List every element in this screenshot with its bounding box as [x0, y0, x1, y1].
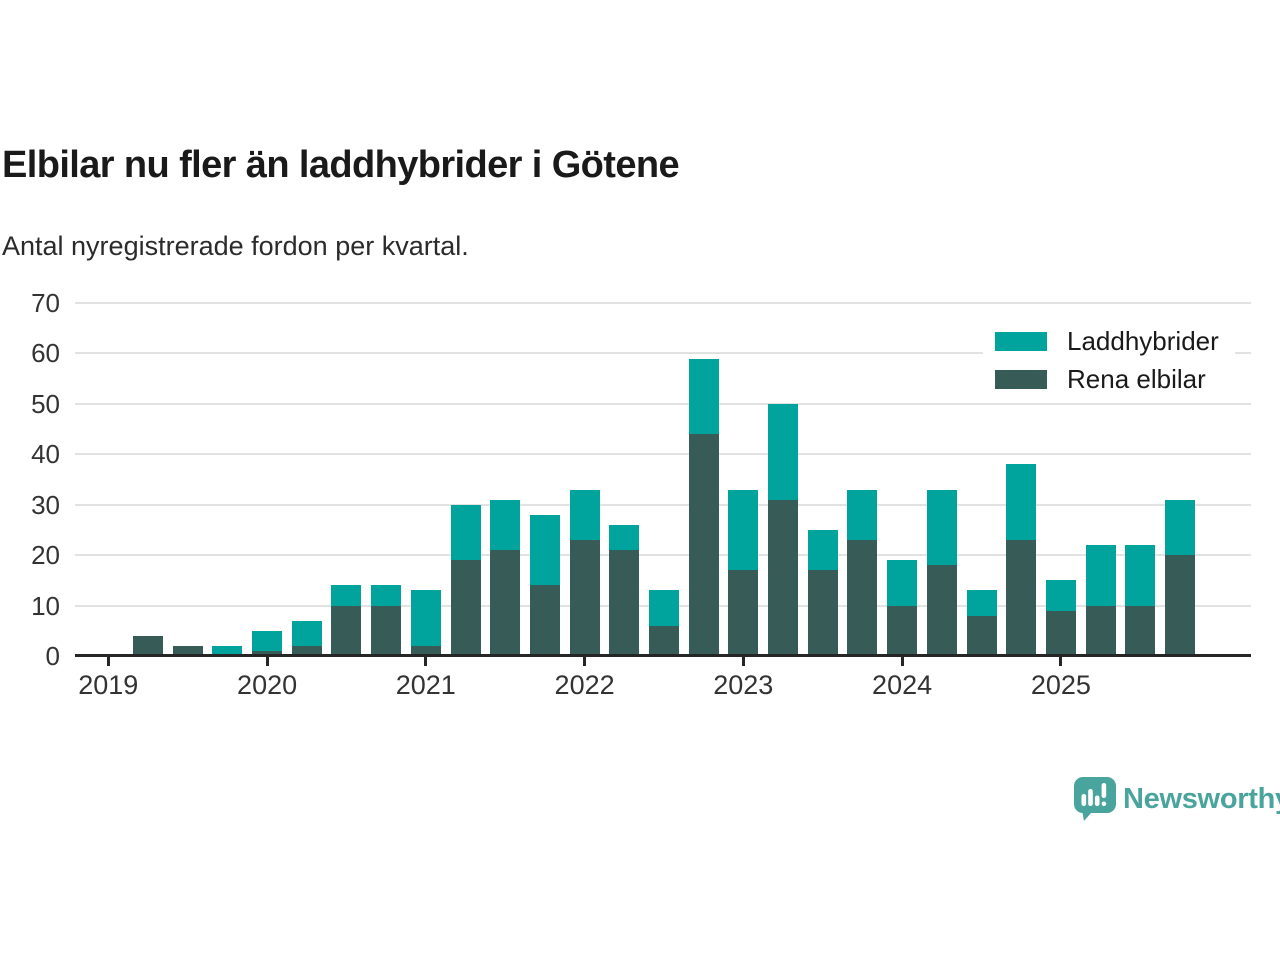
newsworthy-logo-icon — [1074, 777, 1116, 821]
newsworthy-branding: Newsworthy — [1072, 776, 1280, 822]
bar-laddhybrider-2019-q4 — [212, 645, 243, 656]
bar-rena-elbilar-2019-q3 — [172, 645, 203, 656]
bar-rena-elbilar-2019-q2 — [133, 635, 163, 656]
legend-label-rena-elbilar: Rena elbilar — [1067, 363, 1206, 394]
x-axis-tick-2019 — [106, 657, 110, 666]
y-axis-tick-label-30: 30 — [31, 489, 60, 520]
bar-rena-elbilar-2020-q1 — [252, 651, 283, 656]
bar-rena-elbilar-2022-q2 — [609, 550, 640, 656]
bar-rena-elbilar-2022-q1 — [569, 540, 600, 656]
bar-rena-elbilar-2023-q4 — [847, 540, 878, 656]
bar-rena-elbilar-2021-q4 — [529, 585, 560, 656]
bar-laddhybrider-2021-q1 — [410, 590, 441, 646]
bar-laddhybrider-2024-q1 — [887, 560, 918, 606]
legend: Laddhybrider Rena elbilar — [983, 322, 1235, 398]
y-axis-tick-label-20: 20 — [31, 540, 60, 571]
legend-swatch-rena-elbilar-icon — [995, 369, 1047, 389]
bar-laddhybrider-2021-q2 — [450, 504, 481, 561]
bar-laddhybrider-2023-q3 — [807, 529, 838, 571]
bar-laddhybrider-2022-q3 — [649, 590, 679, 626]
bar-laddhybrider-2025-q3 — [1125, 545, 1156, 606]
x-axis-tick-2025 — [1059, 657, 1063, 666]
bar-rena-elbilar-2023-q1 — [728, 570, 759, 656]
newsworthy-wordmark: Newsworthy — [1123, 782, 1280, 815]
y-axis-tick-label-40: 40 — [31, 439, 60, 470]
legend-label-laddhybrider: Laddhybrider — [1067, 325, 1219, 356]
x-axis-tick-label-2022: 2022 — [554, 670, 615, 700]
bar-rena-elbilar-2025-q2 — [1085, 605, 1116, 656]
gridline-50 — [75, 402, 1251, 405]
bar-laddhybrider-2025-q2 — [1085, 545, 1116, 606]
bar-rena-elbilar-2021-q2 — [450, 560, 481, 656]
x-axis-tick-label-2021: 2021 — [395, 670, 456, 700]
bar-rena-elbilar-2024-q2 — [926, 565, 957, 656]
bar-rena-elbilar-2022-q4 — [688, 434, 719, 656]
bar-laddhybrider-2020-q3 — [331, 585, 362, 606]
bar-rena-elbilar-2025-q4 — [1164, 555, 1195, 656]
bar-laddhybrider-2023-q2 — [768, 403, 798, 500]
legend-swatch-laddhybrider-icon — [995, 331, 1047, 351]
bar-rena-elbilar-2021-q3 — [490, 550, 521, 656]
bar-laddhybrider-2020-q2 — [291, 620, 322, 646]
y-axis-tick-label-10: 10 — [31, 590, 60, 621]
x-axis-tick-2022 — [583, 657, 587, 666]
y-axis-tick-label-70: 70 — [31, 288, 60, 318]
bar-laddhybrider-2021-q4 — [529, 514, 560, 586]
x-axis-tick-label-2025: 2025 — [1030, 670, 1091, 700]
y-axis-tick-label-60: 60 — [31, 338, 60, 369]
x-axis-tick-label-2020: 2020 — [237, 670, 298, 700]
bar-laddhybrider-2020-q1 — [252, 630, 283, 651]
bar-laddhybrider-2025-q1 — [1045, 580, 1076, 611]
gridline-30 — [75, 503, 1251, 506]
bar-rena-elbilar-2021-q1 — [410, 645, 441, 656]
bar-laddhybrider-2023-q1 — [728, 489, 759, 571]
bar-rena-elbilar-2025-q3 — [1125, 605, 1156, 656]
x-axis-tick-label-2023: 2023 — [713, 670, 774, 700]
x-axis-tick-label-2019: 2019 — [78, 670, 139, 700]
x-axis-tick-2021 — [424, 657, 428, 666]
bar-rena-elbilar-2024-q4 — [1006, 540, 1037, 656]
gridline-40 — [75, 453, 1251, 456]
y-axis-tick-label-50: 50 — [31, 388, 60, 419]
bar-rena-elbilar-2020-q4 — [371, 605, 402, 656]
legend-item-rena-elbilar: Rena elbilar — [983, 362, 1235, 396]
bar-laddhybrider-2025-q4 — [1164, 499, 1195, 556]
bar-rena-elbilar-2020-q3 — [331, 605, 362, 656]
gridline-70 — [75, 302, 1251, 304]
bar-laddhybrider-2023-q4 — [847, 489, 878, 540]
chart-title: Elbilar nu fler än laddhybrider i Götene — [2, 144, 680, 186]
bar-rena-elbilar-2022-q3 — [649, 625, 679, 656]
y-axis-tick-label-0: 0 — [45, 641, 60, 671]
bar-laddhybrider-2022-q1 — [569, 489, 600, 540]
gridline-20 — [75, 554, 1251, 557]
bar-laddhybrider-2024-q4 — [1006, 464, 1037, 540]
bar-laddhybrider-2020-q4 — [371, 585, 402, 606]
gridline-60 — [75, 352, 1251, 355]
x-axis-tick-2024 — [900, 657, 904, 666]
legend-item-laddhybrider: Laddhybrider — [983, 324, 1235, 358]
bar-rena-elbilar-2025-q1 — [1045, 610, 1076, 656]
bar-laddhybrider-2022-q4 — [688, 358, 719, 435]
bar-laddhybrider-2024-q3 — [966, 590, 997, 616]
bar-laddhybrider-2024-q2 — [926, 489, 957, 566]
x-axis-tick-2023 — [741, 657, 745, 666]
bar-laddhybrider-2022-q2 — [609, 524, 640, 551]
bar-rena-elbilar-2024-q1 — [887, 605, 918, 656]
bar-laddhybrider-2021-q3 — [490, 499, 521, 551]
x-axis-tick-2020 — [265, 657, 269, 666]
bar-rena-elbilar-2023-q3 — [807, 570, 838, 656]
x-axis-tick-label-2024: 2024 — [872, 670, 933, 700]
chart-subtitle: Antal nyregistrerade fordon per kvartal. — [2, 231, 469, 261]
bar-rena-elbilar-2024-q3 — [966, 615, 997, 656]
bar-rena-elbilar-2023-q2 — [768, 499, 798, 656]
bar-rena-elbilar-2020-q2 — [291, 645, 322, 656]
x-axis-line — [75, 654, 1251, 657]
